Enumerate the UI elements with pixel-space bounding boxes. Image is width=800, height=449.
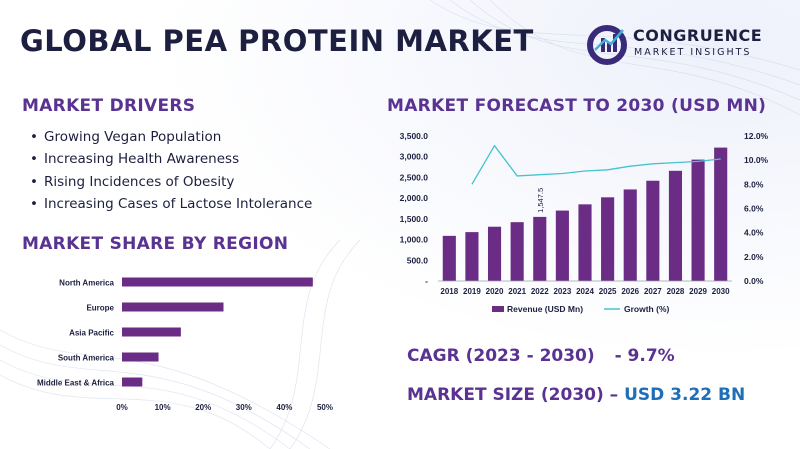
y-right-tick-label: 12.0% xyxy=(744,131,769,141)
x-tick-label: 2021 xyxy=(508,287,526,296)
x-tick-label: 20% xyxy=(195,403,211,412)
region-bar xyxy=(122,352,159,362)
region-bar xyxy=(122,302,224,312)
x-tick-label: 2020 xyxy=(486,287,504,296)
y-left-tick-label: 1,000.0 xyxy=(400,235,429,245)
x-tick-label: 2024 xyxy=(576,287,594,296)
market-size-stat: MARKET SIZE (2030) – USD 3.22 BN xyxy=(407,385,745,405)
x-tick-label: 2027 xyxy=(644,287,662,296)
y-left-tick-label: 2,500.0 xyxy=(400,172,429,182)
region-share-chart: North America Europe Asia Pacific South Ame… xyxy=(37,277,333,412)
legend-label-growth: Growth (%) xyxy=(624,304,669,314)
y-left-tick-label: 3,500.0 xyxy=(400,131,429,141)
region-bar xyxy=(122,277,313,287)
region-label: Asia Pacific xyxy=(69,329,114,338)
region-bar xyxy=(122,327,181,337)
growth-line xyxy=(471,144,721,185)
data-label: 1,547.5 xyxy=(536,188,545,213)
market-size-label: MARKET SIZE (2030) – xyxy=(407,385,619,405)
y-right-tick-label: 0.0% xyxy=(744,276,764,286)
x-tick-label: 30% xyxy=(236,403,252,412)
x-tick-label: 50% xyxy=(317,403,333,412)
revenue-bar xyxy=(601,197,615,281)
y-right-tick-label: 6.0% xyxy=(744,204,764,214)
y-left-tick-label: 1,500.0 xyxy=(400,214,429,224)
revenue-bar xyxy=(487,226,502,281)
x-tick-label: 40% xyxy=(276,403,292,412)
revenue-bar xyxy=(465,232,479,281)
x-tick-label: 2029 xyxy=(689,287,707,296)
forecast-heading: MARKET FORECAST TO 2030 (USD MN) xyxy=(387,96,767,116)
cagr-label: CAGR (2023 - 2030) xyxy=(407,346,595,366)
drivers-heading: MARKET DRIVERS xyxy=(22,96,196,116)
y-left-tick-label: - xyxy=(425,276,428,286)
y-left-tick-label: 2,000.0 xyxy=(400,193,429,203)
x-tick-label: 10% xyxy=(155,403,171,412)
x-tick-label: 2026 xyxy=(621,287,639,296)
revenue-bar xyxy=(646,180,660,281)
driver-item: Increasing Cases of Lactose Intolerance xyxy=(30,193,312,215)
x-tick-label: 2028 xyxy=(667,287,685,296)
x-tick-label: 2030 xyxy=(712,287,730,296)
x-tick-label: 2023 xyxy=(553,287,571,296)
revenue-bar xyxy=(510,222,524,281)
legend-swatch-revenue xyxy=(492,306,504,312)
cagr-stat: CAGR (2023 - 2030) - 9.7% xyxy=(407,346,675,366)
y-right-tick-label: 4.0% xyxy=(744,228,764,238)
region-label: Middle East & Africa xyxy=(37,379,115,388)
market-size-value: USD 3.22 BN xyxy=(624,385,746,405)
page-title: GLOBAL PEA PROTEIN MARKET xyxy=(20,24,534,58)
y-left-tick-label: 3,000.0 xyxy=(400,152,429,162)
y-left-tick-label: 500.0 xyxy=(407,255,429,265)
revenue-bar xyxy=(578,204,592,281)
region-label: North America xyxy=(59,279,114,288)
y-right-tick-label: 2.0% xyxy=(744,252,764,262)
x-tick-label: 2019 xyxy=(463,287,481,296)
driver-item: Growing Vegan Population xyxy=(30,126,312,148)
legend-label-revenue: Revenue (USD Mn) xyxy=(507,304,583,314)
y-right-tick-label: 10.0% xyxy=(744,155,769,165)
forecast-chart: - 500.0 1,000.0 1,500.0 2,000.0 2,500.0 3,000.… xyxy=(400,131,769,314)
y-right-tick-label: 8.0% xyxy=(744,179,764,189)
x-tick-label: 2025 xyxy=(599,287,617,296)
revenue-bar xyxy=(442,235,456,281)
revenue-bar xyxy=(714,147,728,281)
x-tick-label: 2022 xyxy=(531,287,549,296)
logo-mark-icon xyxy=(587,25,627,65)
revenue-bar xyxy=(555,210,569,281)
drivers-list: Growing Vegan Population Increasing Heal… xyxy=(30,126,312,215)
logo: CONGRUENCE MARKET INSIGHTS xyxy=(585,20,785,70)
driver-item: Rising Incidences of Obesity xyxy=(30,171,312,193)
region-bar xyxy=(122,377,143,387)
logo-name: CONGRUENCE xyxy=(633,26,763,45)
revenue-bar xyxy=(668,170,683,281)
revenue-bar xyxy=(533,216,547,281)
revenue-bar xyxy=(691,159,705,281)
logo-tagline: MARKET INSIGHTS xyxy=(634,47,752,58)
x-tick-label: 0% xyxy=(116,403,128,412)
cagr-value: - 9.7% xyxy=(614,346,675,366)
region-heading: MARKET SHARE BY REGION xyxy=(22,234,289,254)
region-label: Europe xyxy=(86,304,114,313)
x-tick-label: 2018 xyxy=(440,287,458,296)
driver-item: Increasing Health Awareness xyxy=(30,148,312,170)
revenue-bar xyxy=(623,189,637,281)
region-label: South America xyxy=(58,354,115,363)
